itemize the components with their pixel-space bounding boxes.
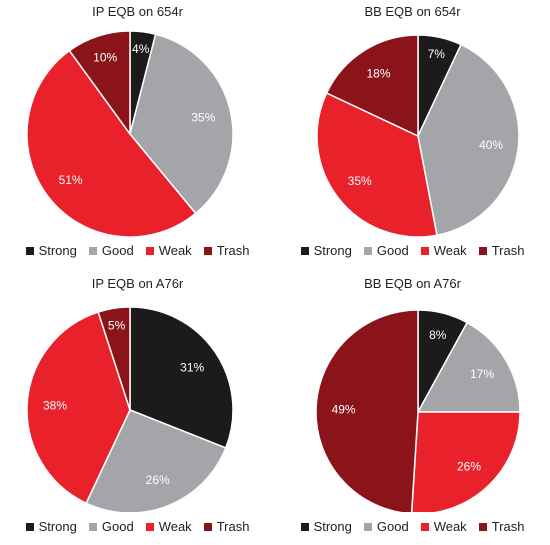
chart-title: BB EQB on A76r: [364, 276, 461, 291]
pie-slice-good: [417, 43, 520, 237]
legend-label: Trash: [216, 519, 250, 534]
slice-data-label: 26%: [457, 459, 481, 473]
legend-label: Strong: [313, 519, 352, 534]
pie-slice-good: [129, 33, 234, 215]
pie-slice-trash: [325, 34, 419, 138]
legend-swatch: [25, 246, 34, 255]
legend-swatch: [88, 522, 97, 531]
slice-data-label: 35%: [348, 174, 372, 188]
legend-item-strong: Strong: [300, 243, 352, 258]
slice-data-label: 40%: [479, 138, 503, 152]
pie-slice-weak: [26, 49, 197, 238]
legend-label: Weak: [158, 243, 192, 258]
legend-item-weak: Weak: [145, 243, 192, 258]
legend-swatch: [145, 246, 154, 255]
pie-slice-weak: [26, 311, 131, 505]
chart-title: IP EQB on 654r: [92, 4, 183, 19]
slice-data-label: 5%: [108, 319, 126, 333]
legend-swatch: [420, 522, 429, 531]
legend-swatch: [420, 246, 429, 255]
chart-legend: Strong Good Weak Trash: [0, 243, 275, 258]
legend-item-good: Good: [88, 243, 134, 258]
pie-slice-weak: [316, 92, 438, 238]
slice-data-label: 17%: [470, 367, 494, 381]
legend-swatch: [363, 522, 372, 531]
legend-swatch: [145, 522, 154, 531]
pie-slice-good: [416, 321, 521, 413]
legend-label: Strong: [313, 243, 352, 258]
slice-data-label: 49%: [332, 403, 356, 417]
pie-chart: 4% 35% 51% 10%: [26, 30, 234, 238]
legend-swatch: [478, 522, 487, 531]
legend-item-strong: Strong: [300, 519, 352, 534]
legend-label: Strong: [38, 243, 77, 258]
slice-data-label: 7%: [428, 47, 446, 61]
legend-swatch: [300, 522, 309, 531]
legend-label: Good: [101, 519, 134, 534]
legend-item-trash: Trash: [478, 243, 525, 258]
legend-item-good: Good: [88, 519, 134, 534]
pie-slice-weak: [410, 411, 521, 512]
legend-label: Strong: [38, 519, 77, 534]
pie-chart-panel: IP EQB on 654r 4% 35% 51% 10% Strong Good Weak T…: [0, 0, 275, 272]
legend-label: Trash: [491, 243, 525, 258]
legend-item-good: Good: [363, 519, 409, 534]
chart-title: IP EQB on A76r: [91, 276, 184, 291]
legend-label: Trash: [216, 243, 250, 258]
legend-item-strong: Strong: [25, 519, 77, 534]
pie-chart: 7% 40% 35% 18%: [316, 34, 520, 238]
legend-swatch: [478, 246, 487, 255]
legend-swatch: [363, 246, 372, 255]
legend-label: Weak: [433, 243, 467, 258]
chart-title: BB EQB on 654r: [364, 4, 461, 19]
legend-item-good: Good: [363, 243, 409, 258]
pie-slice-good: [85, 409, 227, 512]
legend-swatch: [88, 246, 97, 255]
legend-swatch: [300, 246, 309, 255]
pie-slice-strong: [129, 306, 234, 449]
pie-chart: 8% 17% 26% 49%: [315, 309, 521, 512]
legend-label: Weak: [158, 519, 192, 534]
legend-swatch: [203, 522, 212, 531]
legend-item-weak: Weak: [420, 519, 467, 534]
pie-slice-trash: [315, 309, 419, 512]
legend-swatch: [25, 522, 34, 531]
slice-data-label: 18%: [366, 67, 390, 81]
legend-label: Good: [376, 243, 409, 258]
pie-chart: 31% 26% 38% 5%: [26, 306, 234, 512]
slice-data-label: 38%: [43, 398, 67, 412]
slice-data-label: 31%: [180, 361, 204, 375]
pie-slice-trash: [97, 306, 131, 411]
legend-label: Good: [101, 243, 134, 258]
legend-label: Trash: [491, 519, 525, 534]
legend-label: Good: [376, 519, 409, 534]
chart-legend: Strong Good Weak Trash: [275, 243, 550, 258]
legend-item-trash: Trash: [203, 519, 250, 534]
slice-data-label: 51%: [59, 173, 83, 187]
slice-data-label: 10%: [93, 51, 117, 65]
legend-item-strong: Strong: [25, 243, 77, 258]
pie-chart-panel: BB EQB on A76r 8% 17% 26% 49% Strong Good Weak T…: [275, 272, 550, 544]
legend-item-trash: Trash: [478, 519, 525, 534]
legend-swatch: [203, 246, 212, 255]
legend-label: Weak: [433, 519, 467, 534]
slice-data-label: 35%: [191, 111, 215, 125]
slice-data-label: 26%: [146, 473, 170, 487]
pie-chart-panel: BB EQB on 654r 7% 40% 35% 18% Strong Good Weak T…: [275, 0, 550, 272]
legend-item-trash: Trash: [203, 243, 250, 258]
slice-data-label: 8%: [429, 328, 447, 342]
legend-item-weak: Weak: [145, 519, 192, 534]
chart-legend: Strong Good Weak Trash: [275, 519, 550, 534]
pie-chart-panel: IP EQB on A76r 31% 26% 38% 5% Strong Good Weak T…: [0, 272, 275, 544]
legend-item-weak: Weak: [420, 243, 467, 258]
pie-slice-trash: [68, 30, 131, 137]
chart-legend: Strong Good Weak Trash: [0, 519, 275, 534]
slice-data-label: 4%: [132, 42, 150, 56]
